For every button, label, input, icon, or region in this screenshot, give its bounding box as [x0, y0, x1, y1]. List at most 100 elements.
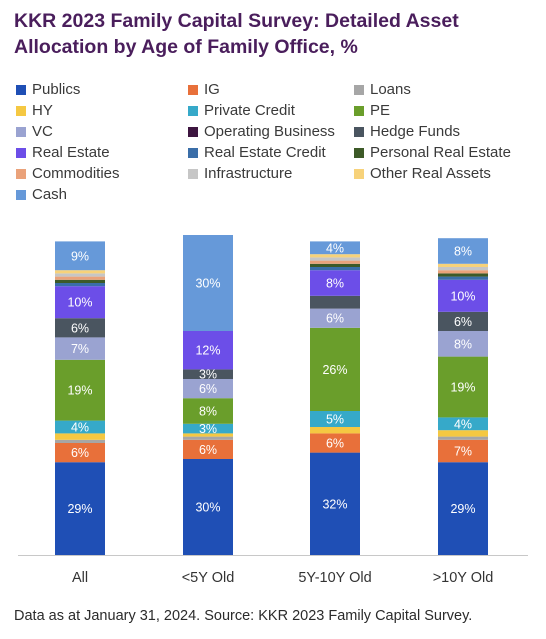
- x-tick-label: <5Y Old: [182, 570, 235, 586]
- bar-segment-commodities: [55, 276, 105, 280]
- bar-segment-publics: [55, 462, 105, 555]
- legend-item-private-credit: Private Credit: [188, 100, 295, 121]
- bar-segment-hedge-funds: [438, 311, 488, 331]
- bar-segment-commodities: [438, 270, 488, 274]
- data-label: 4%: [454, 417, 472, 431]
- bar-segment-real-estate: [183, 331, 233, 370]
- legend-label: Operating Business: [204, 123, 335, 140]
- bar-stack-10y-old: 29% 7% 4% 19% 8% 6% 10% 8%: [438, 238, 488, 555]
- bar-segment-publics: [438, 462, 488, 555]
- legend-label: Publics: [32, 81, 81, 98]
- bar-segment-real-estate-credit: [438, 276, 488, 280]
- legend-swatch: [16, 105, 26, 116]
- bar-stack-5y-10y-old: 32% 6% 5% 26% 6% 8% 4%: [310, 241, 360, 555]
- legend-swatch: [188, 84, 198, 95]
- bar-segment-cash: [183, 235, 233, 331]
- bar-segment-ig: [438, 439, 488, 463]
- bar-segment-personal-real-estate: [438, 273, 488, 277]
- bar-segment-other-real-assets: [55, 270, 105, 274]
- legend-swatch: [354, 147, 364, 158]
- bar-segment-ig: [310, 433, 360, 453]
- legend-label: PE: [370, 102, 391, 119]
- data-label: 6%: [199, 382, 217, 396]
- bar-segment-loans: [183, 436, 233, 440]
- legend-item-hedge-funds: Hedge Funds: [354, 121, 460, 142]
- bar-segment-real-estate: [310, 270, 360, 296]
- legend-label: IG: [204, 81, 220, 98]
- x-tick-label: All: [72, 570, 88, 586]
- chart-title: KKR 2023 Family Capital Survey: Detailed…: [14, 8, 534, 60]
- x-tick-label: >10Y Old: [433, 570, 494, 586]
- bar-segment-hedge-funds: [310, 295, 360, 309]
- bar-segment-hedge-funds: [183, 369, 233, 379]
- legend-swatch: [188, 105, 198, 116]
- legend-item-real-estate-credit: Real Estate Credit: [188, 142, 326, 163]
- bar-segment-real-estate: [438, 279, 488, 312]
- data-label: 4%: [71, 421, 89, 435]
- bar-segment-real-estate: [55, 286, 105, 319]
- chart-title-line-1: KKR 2023 Family Capital Survey: Detailed…: [14, 10, 459, 32]
- legend-swatch: [354, 84, 364, 95]
- bar-segment-publics: [183, 459, 233, 555]
- data-label: 5%: [326, 413, 344, 427]
- bar-segment-private-credit: [55, 420, 105, 434]
- bar-segment-vc: [55, 337, 105, 360]
- legend-label: Loans: [370, 81, 411, 98]
- bar-segment-hedge-funds: [55, 318, 105, 338]
- bar-segment-infrastructure: [55, 273, 105, 277]
- legend-item-pe: PE: [354, 100, 390, 121]
- legend-label: Private Credit: [204, 102, 295, 119]
- bar-segment-pe: [438, 356, 488, 418]
- bar-segment-personal-real-estate: [55, 279, 105, 283]
- data-label: 7%: [454, 445, 472, 459]
- bar-segment-private-credit: [310, 411, 360, 427]
- bar-segment-personal-real-estate: [310, 263, 360, 267]
- legend-label: Other Real Assets: [370, 165, 491, 182]
- legend-item-infrastructure: Infrastructure: [188, 163, 292, 184]
- data-label: 10%: [67, 296, 92, 310]
- data-label: 4%: [326, 241, 344, 255]
- legend-swatch: [16, 126, 26, 137]
- chart-legend: Publics IG Loans HY Private Credit PE VC Operat…: [16, 79, 536, 205]
- bar-segment-loans: [438, 436, 488, 440]
- bar-segment-other-real-assets: [310, 254, 360, 258]
- legend-item-real-estate: Real Estate: [16, 142, 110, 163]
- data-label: 8%: [326, 277, 344, 291]
- legend-label: Real Estate: [32, 144, 110, 161]
- bar-segment-pe: [55, 359, 105, 421]
- legend-label: Personal Real Estate: [370, 144, 511, 161]
- data-label: 19%: [67, 384, 92, 398]
- legend-label: VC: [32, 123, 53, 140]
- legend-item-cash: Cash: [16, 184, 67, 205]
- legend-swatch: [16, 168, 26, 179]
- bar-segment-commodities: [310, 260, 360, 264]
- legend-label: Real Estate Credit: [204, 144, 326, 161]
- legend-swatch: [188, 126, 198, 137]
- data-label: 29%: [450, 502, 475, 516]
- bar-segment-ig: [183, 439, 233, 459]
- data-label: 8%: [454, 337, 472, 351]
- bar-segment-other-real-assets: [438, 263, 488, 267]
- bar-segment-real-estate-credit: [310, 267, 360, 271]
- data-label: 32%: [322, 497, 347, 511]
- legend-swatch: [188, 168, 198, 179]
- legend-label: Infrastructure: [204, 165, 293, 182]
- data-label: 6%: [326, 437, 344, 451]
- legend-item-operating-business: Operating Business: [188, 121, 335, 142]
- bar-segment-hy: [183, 433, 233, 437]
- bar-segment-vc: [438, 331, 488, 357]
- legend-swatch: [188, 147, 198, 158]
- bar-segment-vc: [183, 379, 233, 399]
- bar-segment-cash: [310, 241, 360, 255]
- stacked-bar-chart: 29%6%4%19%7%6%10%9%All30%6%3%8%6%3%12%30…: [18, 235, 528, 586]
- bar-segment-private-credit: [438, 417, 488, 431]
- data-label: 19%: [450, 381, 475, 395]
- data-label: 10%: [450, 289, 475, 303]
- bar-stack-all: 29% 6% 4% 19% 7% 6% 10% 9%: [55, 241, 105, 555]
- data-label: 6%: [454, 315, 472, 329]
- legend-swatch: [354, 105, 364, 116]
- bar-segment-vc: [310, 308, 360, 328]
- data-label: 3%: [199, 368, 217, 382]
- legend-item-vc: VC: [16, 121, 53, 142]
- data-label: 9%: [71, 249, 89, 263]
